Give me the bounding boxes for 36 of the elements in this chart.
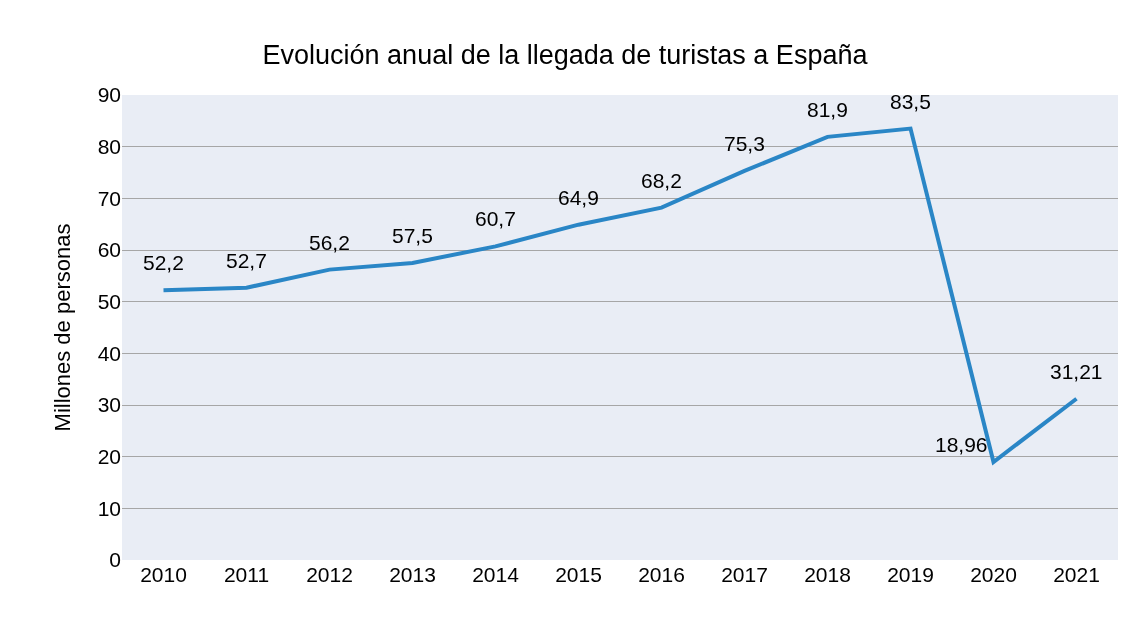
data-label: 31,21 xyxy=(1050,360,1103,383)
data-label: 52,7 xyxy=(226,249,267,272)
data-label: 81,9 xyxy=(807,98,848,121)
x-tick-label: 2020 xyxy=(970,563,1017,586)
x-tick-label: 2015 xyxy=(555,563,602,586)
y-tick-label: 20 xyxy=(97,445,121,469)
data-label: 64,9 xyxy=(558,186,599,209)
data-label: 75,3 xyxy=(724,132,765,155)
x-tick-label: 2017 xyxy=(721,563,768,586)
data-label: 60,7 xyxy=(475,207,516,230)
y-tick-label: 90 xyxy=(97,83,121,107)
x-tick-label: 2013 xyxy=(389,563,436,586)
y-axis-title: Millones de personas xyxy=(50,223,76,432)
y-tick-label: 10 xyxy=(97,496,121,520)
x-tick-label: 2011 xyxy=(223,563,270,586)
chart-title: Evolución anual de la llegada de turistas a España xyxy=(262,40,869,71)
data-label: 18,96 xyxy=(935,433,988,456)
data-label: 57,5 xyxy=(392,224,433,247)
y-tick-label: 70 xyxy=(97,186,121,210)
x-tick-label: 2012 xyxy=(306,563,353,586)
x-tick-label: 2016 xyxy=(638,563,685,586)
x-tick-label: 2021 xyxy=(1053,563,1100,586)
y-tick-label: 30 xyxy=(97,393,121,417)
data-label: 56,2 xyxy=(309,231,350,254)
data-label: 52,2 xyxy=(143,251,184,274)
x-tick-label: 2019 xyxy=(887,563,934,586)
y-tick-label: 80 xyxy=(97,135,121,159)
x-tick-label: 2018 xyxy=(804,563,851,586)
data-label: 68,2 xyxy=(641,169,682,192)
y-tick-label: 40 xyxy=(97,341,121,365)
y-tick-label: 60 xyxy=(97,238,121,262)
x-tick-label: 2010 xyxy=(140,563,187,586)
data-label: 83,5 xyxy=(890,90,931,113)
y-tick-label: 50 xyxy=(97,290,121,314)
x-tick-label: 2014 xyxy=(472,563,520,586)
y-tick-label: 0 xyxy=(109,548,121,572)
